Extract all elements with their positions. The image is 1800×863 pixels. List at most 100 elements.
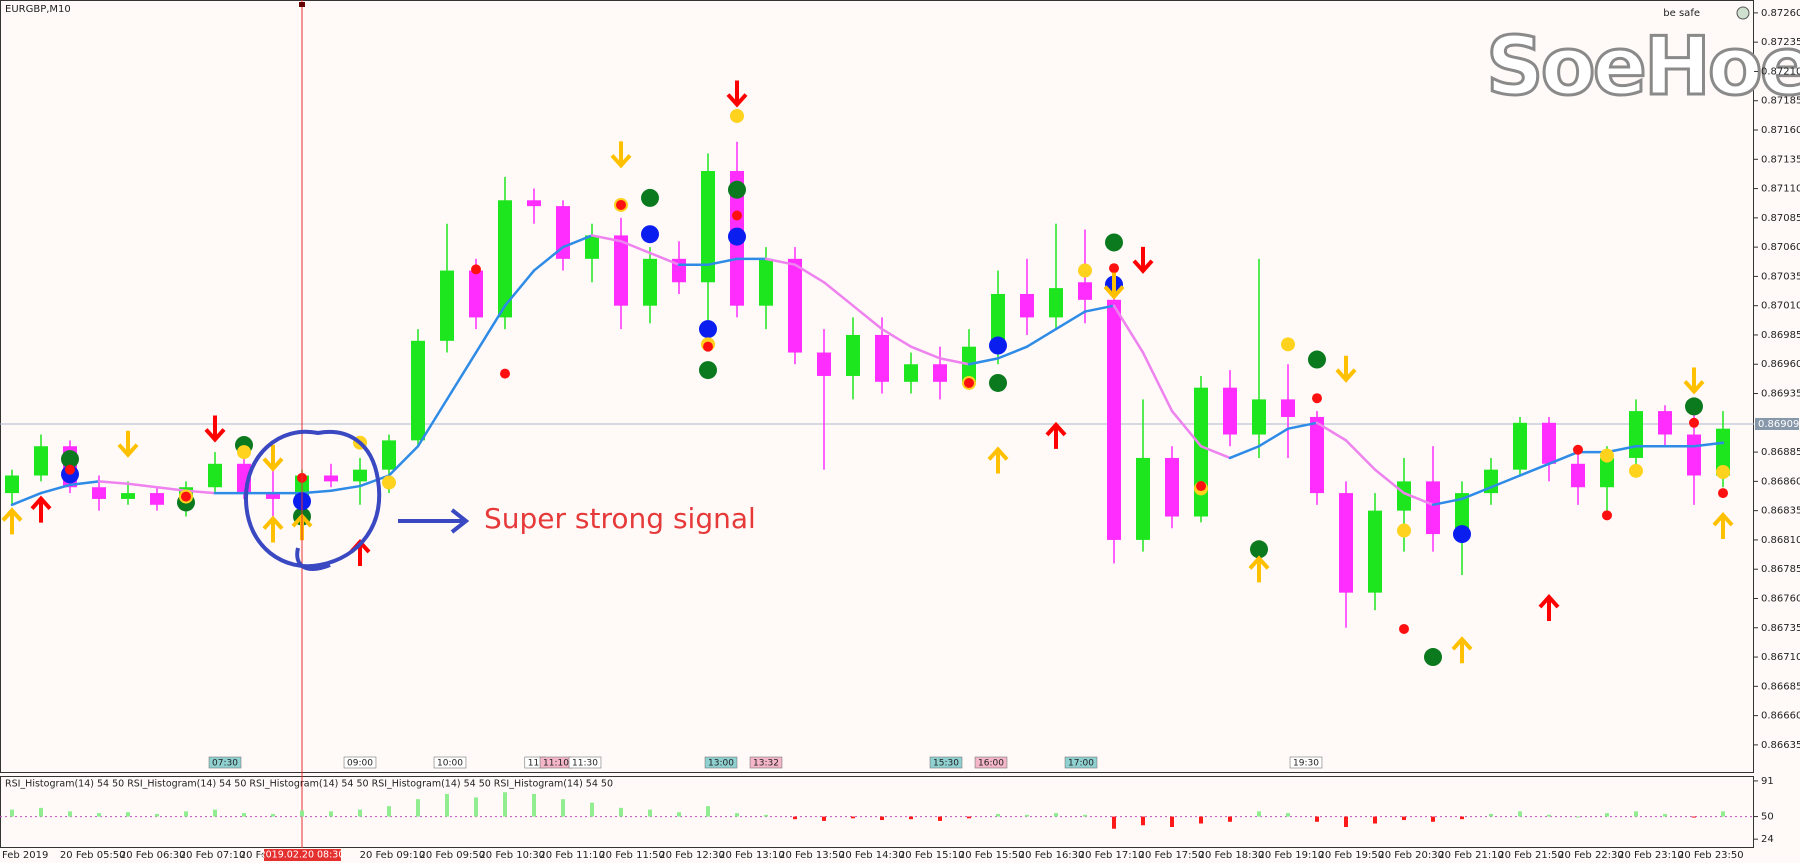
candle-body <box>1571 463 1585 488</box>
ma-segment <box>1692 441 1725 448</box>
candle-body <box>1368 510 1382 593</box>
ma-segment <box>184 489 217 495</box>
session-box <box>433 756 467 769</box>
session-label: 07:30 <box>212 759 238 769</box>
annotation-circle <box>243 429 382 571</box>
candle-body <box>1484 469 1498 494</box>
signal-arrow-down <box>1683 367 1705 395</box>
ma-segment <box>1025 327 1058 348</box>
rsi-bar <box>1431 816 1435 822</box>
y-tick-label: 0.86685 <box>1761 681 1800 692</box>
rsi-bar <box>793 816 797 820</box>
candle-body <box>643 258 657 306</box>
main-pane <box>0 0 1754 773</box>
signal-dot <box>1600 448 1614 463</box>
rsi-bar <box>1576 816 1580 818</box>
time-label: 20 Feb 23:10 <box>1618 850 1684 861</box>
badge: be safe <box>1663 8 1700 19</box>
candle-body <box>1629 411 1643 458</box>
signal-dot <box>989 336 1007 355</box>
rsi-bar <box>1083 814 1087 817</box>
signal-dot <box>1397 523 1411 538</box>
candle-body <box>933 364 947 382</box>
time-label: 20 Feb 10:30 <box>479 850 545 861</box>
ma-segment <box>822 281 855 307</box>
rsi-title: RSI_Histogram(14) 54 50 RSI_Histogram(14… <box>5 779 613 790</box>
signal-dot <box>237 445 251 460</box>
y-tick-label: 0.86735 <box>1761 623 1800 634</box>
candle-body <box>1252 399 1266 435</box>
ma-segment <box>619 240 652 255</box>
y-tick-label: 0.86860 <box>1761 476 1800 487</box>
ma-segment <box>1199 444 1232 460</box>
rsi-bar <box>590 802 594 817</box>
rsi-bar <box>1373 816 1377 824</box>
y-tick-label: 0.86760 <box>1761 593 1800 604</box>
time-label: 20 Feb 19:50 <box>1318 850 1384 861</box>
signal-arrow-up <box>1451 636 1473 664</box>
y-tick-label: 0.87035 <box>1761 271 1800 282</box>
ma-segment <box>1547 450 1580 466</box>
time-label: 20 Feb 13:10 <box>719 850 785 861</box>
rsi-bar <box>300 810 304 817</box>
candle-body <box>324 475 338 482</box>
ma-segment <box>39 483 72 495</box>
session-label: 16:00 <box>978 759 1004 769</box>
signal-arrow-down <box>117 430 139 458</box>
rsi-pane <box>0 776 1754 848</box>
signal-dot <box>728 180 746 199</box>
ma-segment <box>967 357 1000 366</box>
annotation-text: Super strong signal <box>484 502 756 535</box>
rsi-tick-label: 24 <box>1761 834 1774 845</box>
ma-segment <box>880 327 913 348</box>
rsi-bar <box>706 806 710 817</box>
y-tick-label: 0.86635 <box>1761 740 1800 751</box>
session-label: 09:00 <box>347 759 373 769</box>
time-label: 20 Feb 13:50 <box>779 850 845 861</box>
candle-body <box>1542 422 1556 464</box>
rsi-bar <box>1460 816 1464 820</box>
signal-arrow-down <box>726 80 748 108</box>
signal-dot <box>703 341 713 352</box>
ma-segment <box>909 345 942 360</box>
y-tick-label: 0.86935 <box>1761 389 1800 400</box>
time-label: 20 Feb 09:50 <box>420 850 486 861</box>
rsi-tick-label: 50 <box>1761 812 1774 823</box>
signal-arrow-down <box>610 141 632 169</box>
candle-body <box>1426 481 1440 535</box>
rsi-bar <box>155 813 159 817</box>
signal-dot <box>1453 525 1471 544</box>
signal-dot <box>728 227 746 246</box>
session-box <box>974 756 1008 769</box>
time-label: 20 Feb 16:30 <box>1019 850 1085 861</box>
session-label: 15:30 <box>933 759 959 769</box>
rsi-bar <box>1663 813 1667 817</box>
session-box <box>343 756 377 769</box>
candle-body <box>846 334 860 376</box>
ma-segment <box>10 491 43 507</box>
candle-body <box>1658 411 1672 435</box>
time-label: 20 Feb 19:10 <box>1259 850 1325 861</box>
ma-segment <box>996 345 1029 360</box>
ma-segment <box>97 480 130 485</box>
rsi-bar <box>735 813 739 817</box>
rsi-bar <box>996 813 1000 817</box>
ma-segment <box>590 234 623 243</box>
rsi-bar <box>1518 811 1522 817</box>
signal-arrow-up <box>1538 594 1560 622</box>
candle-body <box>5 475 19 494</box>
session-box <box>1064 756 1098 769</box>
time-label: 20 Feb 17:10 <box>1079 850 1145 861</box>
rsi-bar <box>1692 816 1696 818</box>
ma-segment <box>1257 427 1290 448</box>
rsi-bar <box>416 799 420 817</box>
session-label: 10:00 <box>437 759 463 769</box>
ma-segment <box>1083 304 1116 313</box>
candle-body <box>1310 416 1324 494</box>
signal-dot <box>730 108 744 123</box>
time-label: 20 Fe <box>240 850 267 861</box>
signal-dot <box>699 320 717 339</box>
candle-body <box>1687 434 1701 476</box>
time-label: 20 Feb 12:30 <box>659 850 725 861</box>
time-label: 20 Feb 09:10 <box>360 850 426 861</box>
